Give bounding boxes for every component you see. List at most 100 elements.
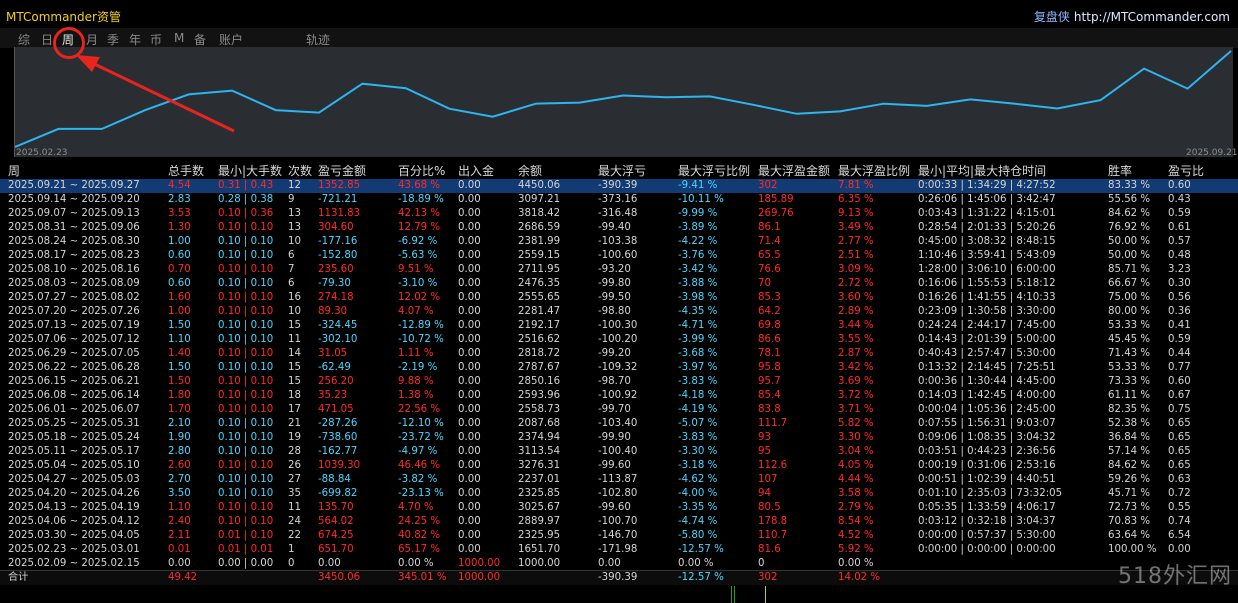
header-pnl[interactable]: 盈亏金额: [318, 164, 367, 178]
total-pnl: 3450.06: [318, 572, 361, 583]
menu-item-summary[interactable]: 综: [18, 33, 31, 47]
cell-percent: 42.13 %: [398, 208, 441, 219]
header-max-float-profit[interactable]: 最大浮盈金额: [758, 164, 831, 178]
table-row[interactable]: 2025.02.23 ~ 2025.03.01 0.01 0.01 | 0.01 1 6…: [0, 543, 1238, 557]
table-row[interactable]: 2025.07.13 ~ 2025.07.19 1.50 0.10 | 0.10 15…: [0, 319, 1238, 333]
header-hold-time[interactable]: 最小|平均|最大持仓时间: [918, 164, 1047, 178]
header-count[interactable]: 次数: [288, 164, 313, 178]
header-max-float-loss[interactable]: 最大浮亏: [598, 164, 647, 178]
table-row[interactable]: 2025.04.27 ~ 2025.05.03 2.70 0.10 | 0.10 27…: [0, 473, 1238, 487]
cell-lots: 1.80: [168, 390, 191, 401]
table-row[interactable]: 2025.07.06 ~ 2025.07.12 1.10 0.10 | 0.10 11…: [0, 333, 1238, 347]
table-row[interactable]: 2025.09.07 ~ 2025.09.13 3.53 0.10 | 0.36 13…: [0, 207, 1238, 221]
cell-hold-time: 0:14:43 | 2:01:39 | 5:00:00: [918, 334, 1056, 345]
cell-percent: -12.89 %: [398, 320, 444, 331]
cell-max-float-profit: 95.8: [758, 362, 781, 373]
cell-max-float-loss-pct: -9.99 %: [678, 208, 718, 219]
table-row[interactable]: 2025.07.20 ~ 2025.07.26 1.00 0.10 | 0.10 10…: [0, 305, 1238, 319]
cell-deposit: 0.00: [458, 530, 481, 541]
menu-item-month[interactable]: 月: [86, 33, 99, 47]
table-row[interactable]: 2025.09.21 ~ 2025.09.27 4.54 0.31 | 0.43 12…: [0, 179, 1238, 193]
table-row[interactable]: 2025.06.15 ~ 2025.06.21 1.50 0.10 | 0.10 15…: [0, 375, 1238, 389]
cell-week: 2025.05.25 ~ 2025.05.31: [8, 418, 140, 429]
table-row[interactable]: 2025.04.06 ~ 2025.04.12 2.40 0.10 | 0.10 24…: [0, 515, 1238, 529]
header-win-rate[interactable]: 胜率: [1108, 164, 1133, 178]
cell-win-rate: 66.67 %: [1108, 278, 1151, 289]
chart-end-date: 2025.09.21: [1186, 148, 1238, 158]
header-lots[interactable]: 总手数: [168, 164, 205, 178]
table-row[interactable]: 2025.05.04 ~ 2025.05.10 2.60 0.10 | 0.10 26…: [0, 459, 1238, 473]
table-row[interactable]: 2025.08.24 ~ 2025.08.30 1.00 0.10 | 0.10 10…: [0, 235, 1238, 249]
menu-item-currency[interactable]: 币: [150, 33, 163, 47]
cell-max-float-profit: 107: [758, 474, 778, 485]
menu-item-account[interactable]: 账户: [219, 33, 244, 47]
cell-lots: 2.60: [168, 460, 191, 471]
cell-lots: 3.50: [168, 488, 191, 499]
cell-lots: 1.10: [168, 334, 191, 345]
table-row[interactable]: 2025.08.31 ~ 2025.09.06 1.30 0.10 | 0.10 13…: [0, 221, 1238, 235]
menu-item-day[interactable]: 日: [41, 33, 54, 47]
brand-url[interactable]: http://MTCommander.com: [1073, 10, 1230, 24]
header-balance[interactable]: 余额: [518, 164, 543, 178]
cell-win-rate: 45.71 %: [1108, 488, 1151, 499]
cell-pl-ratio: 0.55: [1168, 502, 1191, 513]
menu-item-trajectory[interactable]: 轨迹: [306, 33, 331, 47]
cell-max-float-profit: 81.6: [758, 544, 781, 555]
cell-count: 15: [288, 376, 301, 387]
cell-percent: 1.11 %: [398, 348, 434, 359]
table-row[interactable]: 2025.08.17 ~ 2025.08.23 0.60 0.10 | 0.10 6 -…: [0, 249, 1238, 263]
header-deposit[interactable]: 出入金: [458, 164, 495, 178]
cell-balance: 3113.54: [518, 446, 561, 457]
menu-item-m[interactable]: M: [174, 31, 185, 45]
cell-week: 2025.09.14 ~ 2025.09.20: [8, 194, 140, 205]
cell-max-float-profit: 85.3: [758, 292, 781, 303]
menu-item-notes[interactable]: 备: [194, 33, 207, 47]
table-row[interactable]: 2025.09.14 ~ 2025.09.20 2.83 0.28 | 0.38 9 -…: [0, 193, 1238, 207]
menu-item-quarter[interactable]: 季: [107, 33, 120, 47]
volume-tick: [731, 586, 732, 603]
table-row[interactable]: 2025.04.13 ~ 2025.04.19 1.10 0.10 | 0.10 11…: [0, 501, 1238, 515]
cell-max-float-loss-pct: -4.74 %: [678, 516, 718, 527]
table-row[interactable]: 2025.05.18 ~ 2025.05.24 1.90 0.10 | 0.10 19…: [0, 431, 1238, 445]
cell-count: 6: [288, 250, 295, 261]
header-min-max-lots[interactable]: 最小|大手数: [218, 164, 283, 178]
menu-item-year[interactable]: 年: [129, 33, 142, 47]
cell-hold-time: 0:03:43 | 1:31:22 | 4:15:01: [918, 208, 1056, 219]
cell-week: 2025.07.20 ~ 2025.07.26: [8, 306, 140, 317]
brand-link[interactable]: 复盘侠 http://MTCommander.com: [1034, 8, 1230, 25]
table-row[interactable]: 2025.06.22 ~ 2025.06.28 1.50 0.10 | 0.10 15…: [0, 361, 1238, 375]
table-row[interactable]: 2025.06.29 ~ 2025.07.05 1.40 0.10 | 0.10 14…: [0, 347, 1238, 361]
header-week[interactable]: 周: [8, 164, 21, 178]
cell-deposit: 0.00: [458, 544, 481, 555]
table-row[interactable]: 2025.03.30 ~ 2025.04.05 2.11 0.01 | 0.10 22…: [0, 529, 1238, 543]
table-row[interactable]: 2025.06.01 ~ 2025.06.07 1.70 0.10 | 0.10 17…: [0, 403, 1238, 417]
table-row[interactable]: 2025.08.10 ~ 2025.08.16 0.70 0.10 | 0.10 7 2…: [0, 263, 1238, 277]
cell-max-float-loss: 0.00: [598, 558, 621, 569]
table-row[interactable]: 2025.07.27 ~ 2025.08.02 1.60 0.10 | 0.10 16…: [0, 291, 1238, 305]
cell-percent: 40.82 %: [398, 530, 441, 541]
table-row[interactable]: 2025.02.09 ~ 2025.02.15 0.00 0.00 | 0.00 0 0…: [0, 557, 1238, 571]
cell-lots: 1.50: [168, 376, 191, 387]
table-row[interactable]: 2025.05.11 ~ 2025.05.17 2.80 0.10 | 0.10 28…: [0, 445, 1238, 459]
header-percent[interactable]: 百分比%: [398, 164, 446, 178]
header-max-float-loss-pct[interactable]: 最大浮亏比例: [678, 164, 751, 178]
cell-pnl: 564.02: [318, 516, 354, 527]
cell-week: 2025.06.22 ~ 2025.06.28: [8, 362, 140, 373]
cell-percent: -10.72 %: [398, 334, 444, 345]
table-row[interactable]: 2025.05.25 ~ 2025.05.31 2.10 0.10 | 0.10 21…: [0, 417, 1238, 431]
cell-min-max-lots: 0.10 | 0.10: [218, 404, 274, 415]
cell-min-max-lots: 0.10 | 0.10: [218, 488, 274, 499]
cell-max-float-profit: 302: [758, 180, 778, 191]
table-row[interactable]: 2025.04.20 ~ 2025.04.26 3.50 0.10 | 0.10 35…: [0, 487, 1238, 501]
header-max-float-profit-pct[interactable]: 最大浮盈比例: [838, 164, 911, 178]
header-pl-ratio[interactable]: 盈亏比: [1168, 164, 1205, 178]
cell-max-float-profit: 86.6: [758, 334, 781, 345]
cell-count: 13: [288, 208, 301, 219]
cell-min-max-lots: 0.10 | 0.10: [218, 390, 274, 401]
cell-balance: 2325.95: [518, 530, 561, 541]
cell-win-rate: 75.00 %: [1108, 292, 1151, 303]
table-row[interactable]: 2025.06.08 ~ 2025.06.14 1.80 0.10 | 0.10 18…: [0, 389, 1238, 403]
table-row[interactable]: 2025.08.03 ~ 2025.08.09 0.60 0.10 | 0.10 6 -…: [0, 277, 1238, 291]
cell-max-float-loss-pct: -4.18 %: [678, 390, 718, 401]
cell-count: 1: [288, 544, 295, 555]
